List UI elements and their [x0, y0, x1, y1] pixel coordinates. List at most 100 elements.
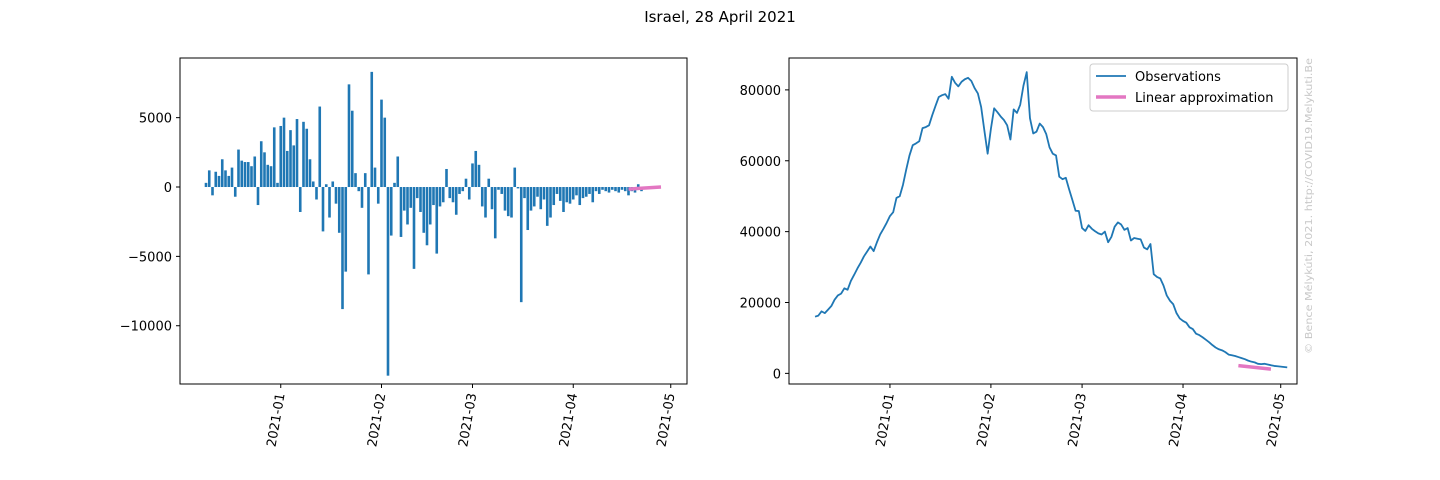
daily-change-bar — [604, 187, 608, 192]
left-approximation-line — [628, 185, 662, 191]
daily-change-bar — [503, 187, 507, 211]
daily-change-bar — [363, 173, 367, 188]
daily-change-bar — [526, 187, 530, 231]
daily-change-bar — [279, 125, 283, 188]
left-y-tick-label: −5000 — [128, 250, 172, 265]
daily-change-bar — [558, 187, 562, 201]
daily-change-bar — [217, 175, 221, 188]
daily-change-bar — [445, 168, 448, 188]
daily-change-bar — [331, 181, 335, 188]
left-y-tick-label: 0 — [164, 181, 172, 196]
daily-change-bar — [581, 187, 585, 199]
daily-change-bar — [477, 164, 481, 188]
daily-change-bar — [448, 187, 452, 199]
daily-change-bar — [328, 187, 331, 218]
daily-change-bar — [298, 187, 302, 212]
daily-change-bar — [490, 187, 494, 210]
right-y-tick-label: 80000 — [740, 84, 781, 99]
daily-change-bar — [584, 187, 588, 197]
legend-box — [1089, 63, 1289, 112]
daily-change-bar — [311, 181, 315, 188]
daily-change-bar — [617, 187, 621, 193]
daily-change-bar — [269, 166, 273, 188]
daily-change-bar — [324, 184, 328, 188]
daily-change-bar — [474, 150, 478, 188]
daily-change-bar — [575, 187, 578, 196]
daily-change-bar — [461, 187, 465, 192]
daily-change-bar — [568, 187, 572, 204]
daily-change-bar — [422, 187, 426, 233]
daily-change-bar — [428, 187, 432, 225]
daily-change-bar — [367, 187, 370, 275]
daily-change-bar — [493, 187, 497, 239]
daily-change-bar — [295, 119, 299, 188]
left-bars — [204, 71, 643, 376]
daily-change-bar — [399, 187, 403, 237]
daily-change-bar — [467, 187, 471, 200]
legend: Observations Linear approximation — [1089, 63, 1289, 112]
daily-change-bar — [220, 159, 224, 188]
watermark: © Bence Mélykúti, 2021. http://COVID19.M… — [1303, 58, 1315, 354]
legend-observations-label: Observations — [1135, 70, 1221, 85]
daily-change-bar — [256, 187, 260, 206]
daily-change-bar — [620, 187, 624, 190]
daily-change-bar — [425, 187, 429, 246]
daily-change-bar — [263, 152, 266, 188]
daily-change-bar — [536, 187, 539, 197]
right-y-axis: 0 20000 40000 60000 80000 — [740, 84, 789, 382]
daily-change-bar — [614, 187, 617, 192]
daily-change-bar — [419, 187, 422, 212]
daily-change-bar — [415, 187, 419, 199]
daily-change-bar — [272, 127, 276, 188]
daily-change-bar — [341, 187, 344, 310]
daily-change-bar — [454, 187, 458, 215]
daily-change-bar — [545, 187, 549, 226]
daily-change-bar — [578, 187, 582, 206]
daily-change-bar — [396, 156, 400, 188]
daily-change-bar — [305, 128, 309, 188]
daily-change-bar — [227, 175, 231, 188]
daily-change-bar — [402, 187, 406, 211]
daily-change-bar — [432, 187, 435, 206]
daily-change-bar — [529, 187, 533, 211]
daily-change-bar — [549, 187, 552, 218]
daily-change-bar — [562, 187, 565, 212]
daily-change-bar — [393, 182, 396, 188]
daily-change-bar — [240, 160, 244, 188]
right-lines — [814, 71, 1288, 371]
daily-change-bar — [350, 110, 354, 188]
daily-change-bar — [471, 163, 474, 188]
daily-change-bar — [347, 84, 351, 188]
daily-change-bar — [337, 187, 341, 233]
daily-change-bar — [308, 159, 312, 188]
daily-change-bar — [500, 187, 504, 194]
daily-change-bar — [610, 187, 614, 190]
left-y-tick-label: −10000 — [120, 320, 172, 335]
daily-change-bar — [542, 187, 546, 200]
daily-change-bar — [318, 106, 322, 188]
left-y-tick-label: 5000 — [139, 112, 172, 127]
daily-change-bar — [253, 156, 257, 188]
daily-change-bar — [571, 187, 575, 200]
left-y-axis: 5000 0 −5000 −10000 — [120, 112, 180, 335]
daily-change-bar — [357, 187, 361, 192]
daily-change-bar — [230, 167, 234, 188]
daily-change-bar — [406, 187, 409, 225]
daily-change-bar — [510, 187, 513, 218]
observations-line — [814, 71, 1288, 369]
daily-change-bar — [539, 187, 543, 210]
daily-change-bar — [513, 167, 517, 188]
daily-change-bar — [438, 187, 442, 207]
figure-title: Israel, 28 April 2021 — [644, 8, 796, 26]
daily-change-bar — [389, 187, 393, 236]
daily-change-bar — [480, 187, 484, 207]
daily-change-bar — [214, 171, 218, 188]
daily-change-bar — [451, 187, 455, 203]
daily-change-bar — [224, 170, 227, 188]
daily-change-bar — [373, 167, 377, 188]
daily-change-bar — [344, 187, 348, 272]
daily-change-bar — [627, 187, 630, 196]
daily-change-bar — [259, 141, 263, 188]
daily-change-bar — [484, 187, 487, 218]
daily-change-bar — [386, 187, 390, 376]
